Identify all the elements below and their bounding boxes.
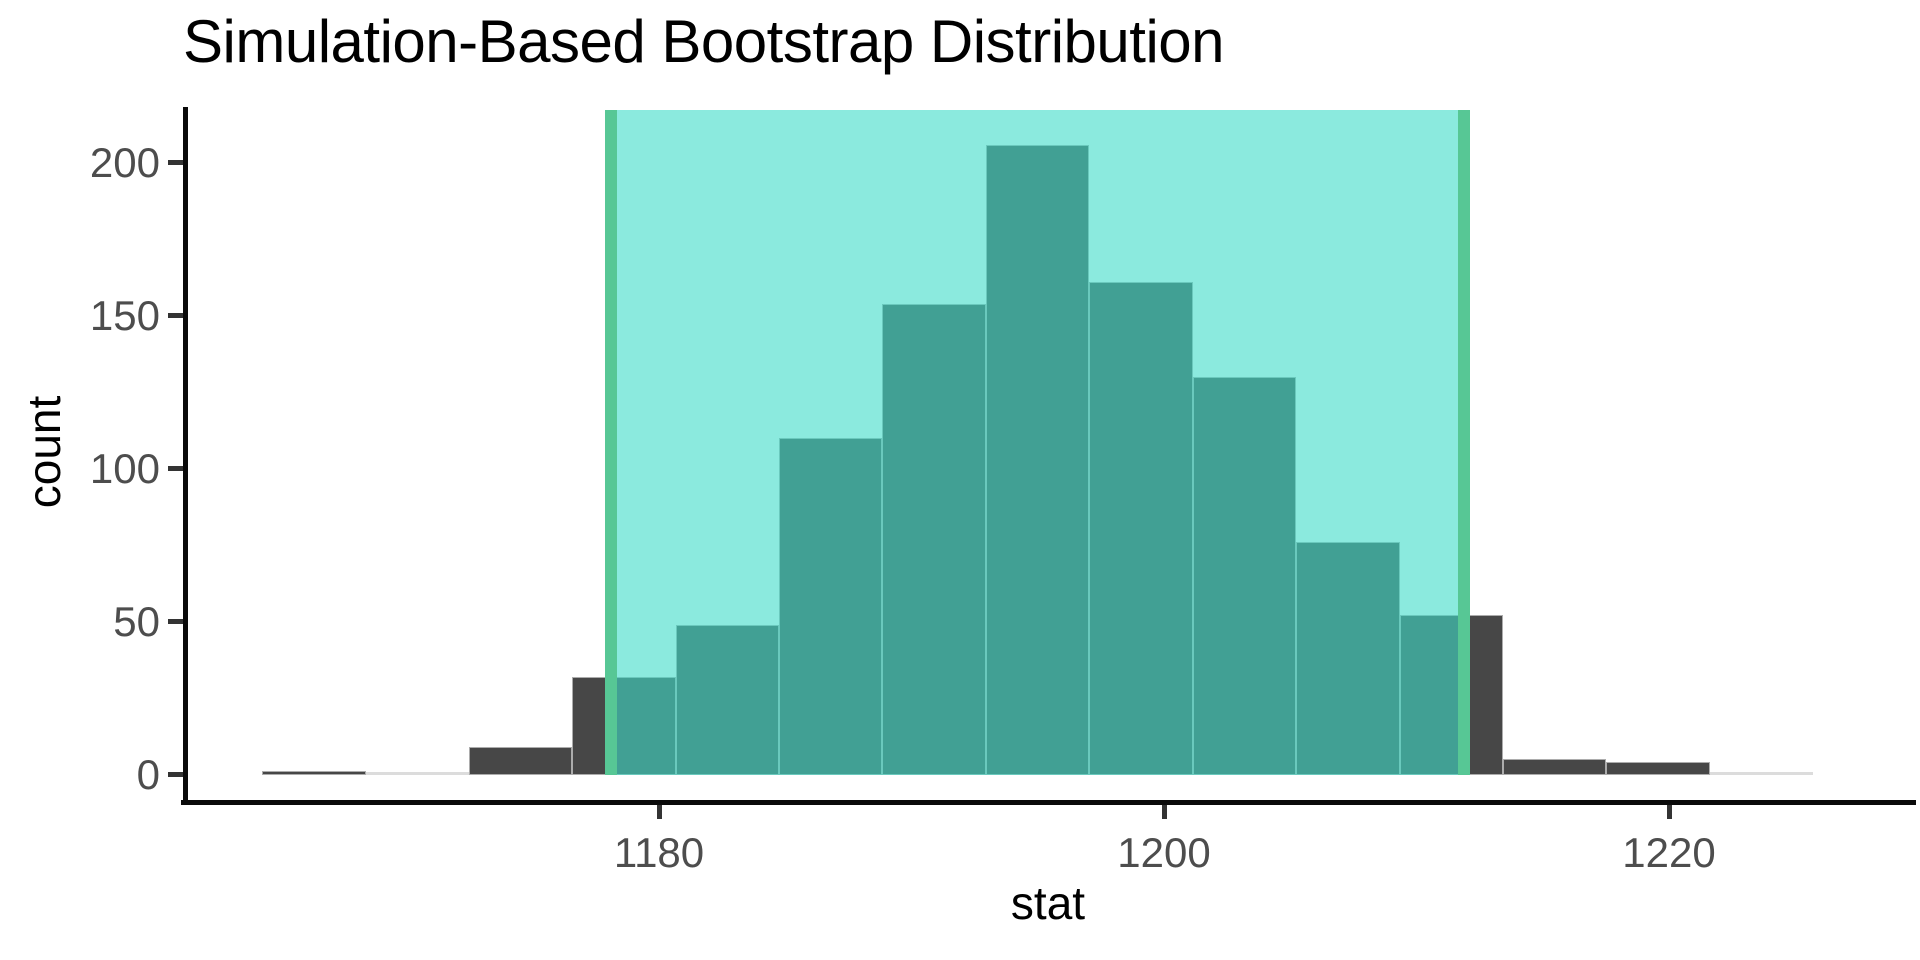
y-axis-tick [168, 466, 183, 472]
ci-shade-region [611, 110, 1465, 775]
x-axis-title: stat [1010, 877, 1086, 929]
x-axis-tick [1161, 805, 1167, 819]
histogram-zero-bin [365, 772, 469, 775]
y-axis-tick-label: 0 [136, 750, 160, 798]
x-axis-line [181, 800, 1916, 805]
x-axis-tick-label: 1200 [1117, 829, 1211, 876]
y-axis-tick-label: 150 [89, 291, 160, 339]
y-axis-tick-label: 50 [113, 597, 160, 645]
histogram-zero-bin [1709, 772, 1814, 775]
y-axis-tick-label: 100 [89, 444, 160, 492]
x-axis-tick [1666, 805, 1672, 819]
histogram-bar [1606, 762, 1710, 775]
ci-line-lower [605, 110, 618, 775]
x-axis-tick [656, 805, 662, 819]
y-axis-tick [168, 160, 183, 166]
histogram-bar [468, 746, 573, 775]
y-axis-tick [168, 619, 183, 625]
y-axis-tick [168, 772, 183, 777]
x-axis-tick-label: 1220 [1622, 829, 1716, 876]
x-axis-tick-label: 1180 [613, 829, 705, 876]
y-axis-line [183, 107, 188, 805]
ci-line-upper [1458, 110, 1471, 775]
histogram-bar [1502, 759, 1607, 775]
y-axis-tick [168, 313, 183, 319]
y-axis-tick-label: 200 [89, 138, 160, 186]
histogram-bar [262, 771, 366, 775]
plot-title: Simulation-Based Bootstrap Distribution [183, 8, 1225, 75]
